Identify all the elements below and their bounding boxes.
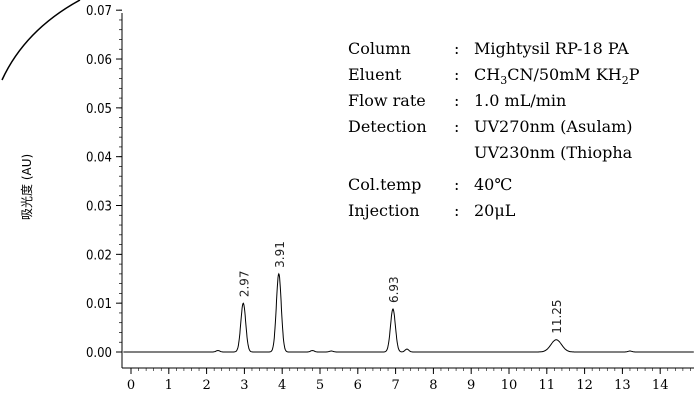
peak-label: 3.91	[273, 241, 287, 268]
solvent-front-curve	[1, 0, 81, 81]
y-tick-label: 0.02	[86, 248, 112, 263]
y-tick-label: 0.01	[86, 297, 112, 312]
x-tick-label: 2	[202, 378, 210, 393]
peak-label: 11.25	[550, 299, 564, 333]
x-tick-label: 12	[576, 378, 593, 393]
condition-value: UV270nm (Asulam)	[474, 117, 633, 136]
condition-key: Flow rate	[348, 91, 426, 110]
condition-key: Column	[348, 39, 411, 58]
condition-value: 20μL	[474, 201, 516, 220]
condition-key: Injection	[348, 201, 420, 220]
condition-value: 40℃	[474, 175, 513, 194]
condition-sep: :	[454, 91, 460, 110]
x-tick-label: 14	[652, 378, 669, 393]
condition-sep: :	[454, 117, 460, 136]
condition-key: Eluent	[348, 65, 402, 84]
chromatogram-trace	[123, 272, 694, 353]
x-tick-label: 3	[240, 378, 248, 393]
condition-sep: :	[454, 201, 460, 220]
condition-value: 1.0 mL/min	[474, 91, 567, 110]
y-tick-label: 0.03	[86, 200, 112, 215]
eluent-part: CH	[474, 65, 501, 84]
eluent-part: P	[628, 65, 640, 84]
axes: 0.000.010.020.030.040.050.060.070 1 2 3 4 5 6 7…	[86, 4, 694, 393]
x-tick-label: 13	[614, 378, 631, 393]
y-axis-label: 吸光度 (AU)	[20, 153, 34, 220]
x-tick-label: 8	[429, 378, 437, 393]
x-tick-label: 6	[354, 378, 362, 393]
x-tick-label: 9	[467, 378, 475, 393]
x-tick-label: 0	[127, 378, 135, 393]
condition-value: CH3CN/50mM KH2P	[474, 65, 640, 87]
x-tick-label: 4	[278, 378, 286, 393]
peak-labels: 2.97 3.91 6.93 11.25	[237, 241, 564, 334]
condition-key: Detection	[348, 117, 427, 136]
condition-sep: :	[454, 175, 460, 194]
condition-value: UV230nm (Thiopha	[474, 143, 633, 162]
y-tick-label: 0.06	[86, 53, 112, 68]
x-tick-label: 1	[165, 378, 173, 393]
y-tick-label: 0.05	[86, 102, 112, 117]
eluent-part: CN/50mM KH	[507, 65, 622, 84]
condition-value: Mightysil RP-18 PA	[474, 39, 629, 58]
condition-sep: :	[454, 39, 460, 58]
y-tick-label: 0.04	[86, 151, 112, 166]
x-tick-label: 7	[391, 378, 399, 393]
peak-label: 2.97	[237, 270, 251, 297]
x-tick-label: 5	[316, 378, 324, 393]
x-tick-label: 11	[539, 378, 556, 393]
x-tick-label: 10	[501, 378, 518, 393]
eluent-sub: 3	[500, 74, 508, 88]
peak-label: 6.93	[387, 276, 401, 303]
condition-sep: :	[454, 65, 460, 84]
y-tick-label: 0.00	[86, 346, 112, 361]
y-tick-label: 0.07	[86, 4, 112, 19]
eluent-sub: 2	[621, 74, 629, 88]
condition-key: Col.temp	[348, 175, 422, 194]
